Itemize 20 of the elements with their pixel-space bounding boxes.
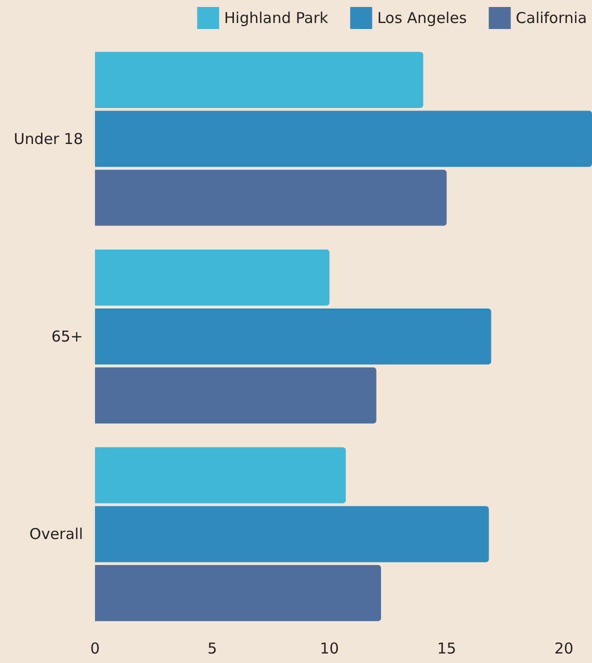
bar: [95, 250, 330, 306]
bar: [95, 565, 382, 622]
bar: [95, 170, 447, 226]
y-tick-label: Under 18: [14, 130, 83, 148]
bar: [95, 308, 492, 365]
x-tick-label: 0: [90, 640, 100, 658]
bar: [95, 447, 346, 504]
legend-label: California: [516, 9, 588, 27]
bar: [95, 52, 424, 108]
x-tick-label: 15: [437, 640, 456, 658]
y-tick-label: Overall: [29, 525, 83, 544]
bar: [95, 110, 592, 167]
x-tick-label: 5: [207, 640, 217, 658]
bar: [95, 367, 376, 424]
y-tick-label: 65+: [51, 328, 83, 346]
legend-label: Los Angeles: [377, 9, 467, 27]
x-tick-label: 10: [320, 640, 339, 658]
x-tick-label: 20: [554, 640, 574, 658]
bar: [95, 506, 489, 562]
legend-label: Highland Park: [224, 9, 329, 27]
